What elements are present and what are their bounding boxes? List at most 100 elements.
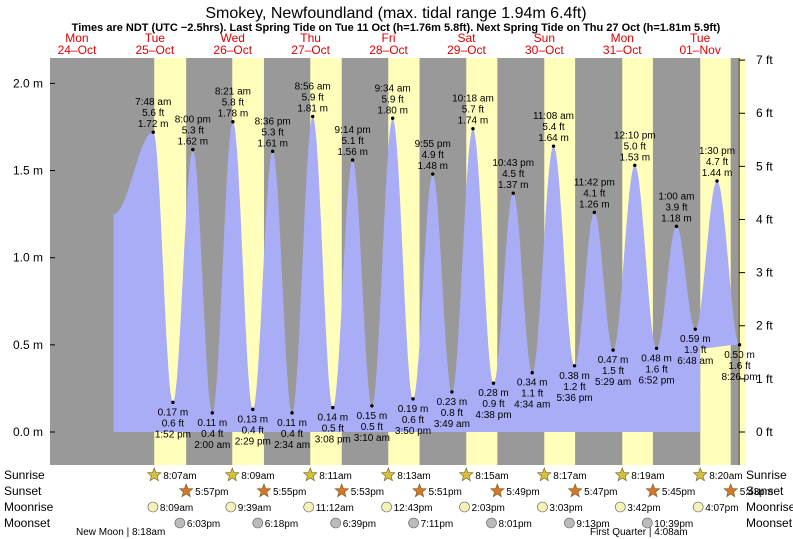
sunset-star-icon	[178, 483, 194, 498]
high-tide-metres: 1.48 m	[417, 161, 448, 172]
low-tide-time: 2:29 pm	[235, 436, 271, 447]
high-tide-metres: 1.37 m	[498, 180, 529, 191]
high-tide-time: 1:30 pm	[699, 146, 735, 157]
moonrise-time: 11:12am	[316, 503, 354, 514]
low-tide-point	[290, 411, 294, 415]
row-label-right: Sunset	[746, 484, 784, 498]
high-tide-metres: 1.80 m	[377, 105, 408, 116]
tide-area	[113, 116, 740, 432]
sunrise-time: 8:11am	[319, 471, 352, 482]
high-tide-metres: 1.53 m	[620, 152, 651, 163]
high-tide-time: 9:55 pm	[415, 139, 451, 150]
high-tide-feet: 5.8 ft	[222, 98, 244, 109]
high-tide-point	[350, 158, 355, 162]
sunrise-star-icon	[146, 467, 162, 482]
high-tide-time: 9:14 pm	[335, 125, 371, 136]
low-tide-point	[654, 346, 659, 351]
right-tick-label: 3 ft	[756, 266, 773, 280]
high-tide-metres: 1.61 m	[257, 138, 288, 149]
day-name-label: Thu	[300, 31, 321, 45]
high-tide-point	[715, 179, 719, 183]
sunrise-star-icon	[614, 467, 630, 482]
low-tide-feet: 1.5 ft	[602, 366, 624, 377]
high-tide-feet: 5.0 ft	[624, 141, 646, 152]
right-tick-label: 7 ft	[756, 53, 773, 67]
low-tide-point	[171, 400, 175, 405]
right-tick-label: 2 ft	[756, 319, 773, 333]
low-tide-metres: 0.34 m	[517, 378, 548, 389]
high-tide-feet: 5.9 ft	[382, 94, 404, 105]
high-tide-time: 10:18 am	[452, 94, 494, 105]
low-tide-time: 5:29 am	[595, 377, 631, 388]
right-tick-label: 1 ft	[756, 372, 773, 386]
sunrise-time: 8:17am	[553, 471, 586, 482]
high-tide-time: 11:08 am	[533, 111, 574, 122]
day-name-label: Tue	[690, 31, 711, 45]
low-tide-feet: 1.9 ft	[684, 345, 706, 356]
high-tide-feet: 5.7 ft	[462, 105, 484, 116]
low-tide-metres: 0.50 m	[724, 350, 755, 361]
right-tick-label: 4 ft	[756, 212, 773, 226]
low-tide-time: 3:50 pm	[395, 426, 431, 437]
sunrise-star-icon	[458, 467, 474, 482]
high-tide-feet: 5.3 ft	[182, 126, 204, 137]
sunset-star-icon	[723, 483, 739, 498]
high-tide-time: 1:00 am	[658, 191, 694, 202]
moonrise-time: 3:03pm	[549, 503, 582, 514]
low-tide-metres: 0.28 m	[478, 388, 509, 399]
low-tide-metres: 0.38 m	[559, 371, 590, 382]
high-tide-point	[231, 120, 235, 124]
high-tide-point	[592, 210, 597, 215]
low-tide-metres: 0.19 m	[398, 404, 429, 415]
sunrise-star-icon	[692, 467, 708, 482]
high-tide-time: 7:48 am	[135, 97, 171, 108]
row-label-left: Moonset	[4, 516, 51, 530]
right-axis-strip	[738, 58, 746, 465]
high-tide-feet: 3.9 ft	[665, 202, 687, 213]
high-tide-point	[270, 149, 275, 154]
day-date-label: 26–Oct	[213, 43, 252, 57]
low-tide-point	[411, 397, 415, 401]
row-label-left: Sunset	[4, 484, 42, 498]
low-tide-feet: 0.8 ft	[441, 408, 463, 419]
high-tide-feet: 5.1 ft	[341, 136, 363, 147]
high-tide-point	[191, 147, 195, 152]
low-tide-feet: 0.9 ft	[482, 399, 504, 410]
high-tide-feet: 4.5 ft	[502, 169, 524, 180]
day-name-label: Mon	[65, 31, 88, 45]
high-tide-feet: 5.6 ft	[142, 108, 164, 119]
low-tide-time: 6:52 pm	[638, 375, 674, 386]
high-tide-time: 8:21 am	[215, 87, 251, 98]
day-date-label: 30–Oct	[525, 43, 564, 57]
low-tide-metres: 0.15 m	[357, 411, 388, 422]
moonrise-time: 8:09am	[160, 503, 193, 514]
low-tide-time: 6:48 am	[677, 356, 713, 367]
sunrise-time: 8:13am	[397, 471, 430, 482]
moonset-time: 6:39pm	[343, 519, 376, 530]
left-tick-label: 1.5 m	[13, 164, 43, 178]
moonset-time: 8:01pm	[499, 519, 532, 530]
low-tide-point	[370, 404, 374, 408]
moonset-time: 6:03pm	[187, 519, 220, 530]
moonset-icon	[174, 517, 186, 529]
high-tide-feet: 5.9 ft	[302, 93, 324, 104]
low-tide-time: 5:36 pm	[556, 393, 592, 404]
astronomy-rows: Sunrise Sunrise Sunset Sunset Moonrise Moonri…	[4, 467, 793, 538]
high-tide-point	[551, 144, 556, 148]
high-tide-metres: 1.78 m	[218, 109, 249, 120]
high-tide-metres: 1.74 m	[458, 116, 489, 127]
left-tick-label: 2.0 m	[13, 76, 43, 90]
low-tide-feet: 1.6 ft	[728, 361, 750, 372]
row-label-left: Sunrise	[4, 468, 45, 482]
sunset-time: 5:53pm	[351, 487, 384, 498]
day-name-label: Mon	[611, 31, 634, 45]
right-tick-label: 5 ft	[756, 159, 773, 173]
sunset-time: 5:49pm	[506, 487, 539, 498]
high-tide-metres: 1.81 m	[297, 104, 328, 115]
low-tide-time: 4:34 am	[514, 400, 550, 411]
moonrise-icon	[459, 501, 470, 513]
low-tide-metres: 0.17 m	[158, 407, 189, 418]
low-tide-time: 1:52 pm	[155, 429, 191, 440]
low-tide-metres: 0.48 m	[641, 353, 672, 364]
sunrise-star-icon	[536, 467, 552, 482]
